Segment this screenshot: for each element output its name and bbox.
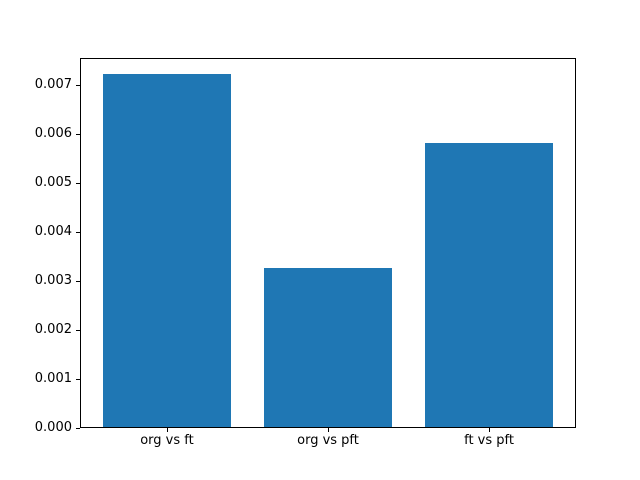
y-tick-label: 0.000: [34, 419, 72, 435]
bar-org-vs-ft: [102, 74, 232, 427]
y-tick-label: 0.006: [34, 125, 72, 141]
y-tick-label: 0.001: [34, 370, 72, 386]
y-tick-mark: [76, 182, 80, 184]
y-tick-mark: [76, 133, 80, 135]
bar-org-vs-pft: [263, 267, 393, 427]
x-tick-label: org vs ft: [140, 432, 194, 448]
y-tick-label: 0.007: [34, 76, 72, 92]
x-tick-mark: [166, 427, 168, 432]
y-tick-mark: [76, 378, 80, 380]
bar-ft-vs-pft: [424, 142, 554, 427]
x-tick-mark: [328, 427, 329, 432]
y-tick-label: 0.004: [34, 223, 72, 239]
x-tick-label: ft vs pft: [464, 432, 514, 448]
y-tick-label: 0.003: [34, 272, 72, 288]
y-tick-mark: [76, 427, 80, 429]
y-tick-mark: [76, 84, 80, 86]
y-tick-mark: [76, 329, 80, 331]
plot-area: [80, 57, 576, 428]
x-tick-mark: [489, 427, 491, 432]
y-tick-label: 0.005: [34, 174, 72, 190]
x-tick-label: org vs pft: [297, 432, 359, 448]
y-tick-mark: [76, 280, 80, 282]
y-tick-label: 0.002: [34, 321, 72, 337]
y-tick-mark: [76, 231, 80, 233]
